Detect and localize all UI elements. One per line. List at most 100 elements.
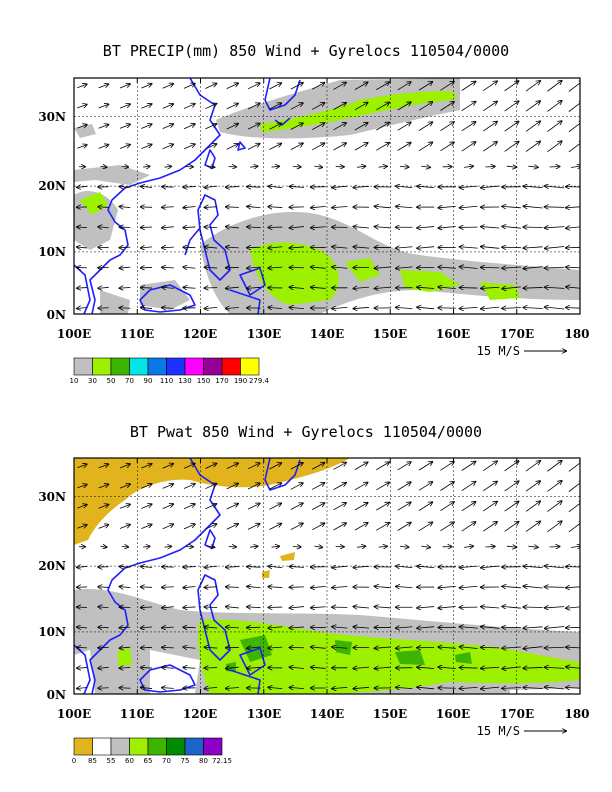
map2-wind-arrow <box>332 587 348 588</box>
map1-wind-arrow <box>460 267 478 269</box>
map2-wind-arrow <box>77 627 88 628</box>
map2-wind-arrow <box>226 567 239 568</box>
map1-wind-arrow <box>545 267 565 268</box>
map1-wind-arrow <box>290 83 303 90</box>
map2-wind-arrow <box>525 461 540 472</box>
map1-wind-arrow <box>290 143 303 151</box>
map2-wind-arrow <box>311 523 324 531</box>
map2-lon-label: 150E <box>373 707 407 721</box>
map2-lon-label: 180 <box>564 707 589 721</box>
map1-wind-arrow <box>141 247 153 248</box>
map2-wind-arrow <box>502 667 521 669</box>
map2-wind-vectors <box>77 461 580 689</box>
map1-lon-label: 180 <box>564 327 589 341</box>
map2-colorbar-label: 60 <box>125 757 134 765</box>
map1-wind-arrow <box>77 227 88 228</box>
map2-wind-arrow <box>183 504 195 510</box>
map1-colorbar-label: 30 <box>88 377 97 385</box>
map2-wind-arrow <box>504 481 519 492</box>
map2-wind-arrow <box>440 482 453 491</box>
map2-wind-arrow <box>247 607 261 608</box>
map1-wind-arrow <box>162 104 173 109</box>
map1-wind-arrow <box>119 124 130 129</box>
map1-wind-arrow <box>119 84 130 89</box>
map2-wind-arrow <box>547 501 561 512</box>
map2-wind-arrow <box>247 667 261 668</box>
map1-wind-arrow <box>482 122 497 132</box>
map1-wind-arrow <box>269 144 281 150</box>
map2-axis-ticks <box>73 458 581 694</box>
map2-wind-arrow <box>438 586 456 587</box>
map1-wind-arrow <box>162 84 173 89</box>
map1-wind-arrow <box>566 187 580 188</box>
map1-wind-arrow <box>120 187 131 188</box>
map2-wind-arrow <box>332 687 348 688</box>
map2-wind-arrow <box>143 546 149 547</box>
map2-wind-arrow <box>354 483 368 491</box>
map2-wind-arrow <box>421 546 430 547</box>
map1-wind-arrow <box>353 247 370 248</box>
map2-wind-arrow <box>141 504 151 509</box>
map2-colorbar-label: 55 <box>107 757 116 765</box>
map2-colorbar-swatch <box>147 737 167 756</box>
map1-lat-label: 10N <box>38 245 66 259</box>
map1-colorbar: 10 30 50 70 90 110 130 150 170 190 279.4 <box>70 357 270 385</box>
map1-title: BT PRECIP(mm) 850 Wind + Gyrelocs 110504… <box>102 42 510 60</box>
map1-wind-arrow <box>568 81 580 92</box>
map1-lon-label: 110E <box>120 327 154 341</box>
map2-wind-arrow <box>183 586 196 587</box>
map2-wind-arrow <box>504 461 519 472</box>
map2-wind-arrow <box>396 627 413 628</box>
map2-wind-arrow <box>183 647 196 648</box>
map1-wind-arrow <box>205 186 218 187</box>
map2-lat-label: 10N <box>38 625 66 639</box>
map2-wind-arrow <box>354 462 368 470</box>
map2-wind-arrow <box>311 463 324 470</box>
map1-wind-arrow <box>545 307 565 309</box>
map2-wind-arrow <box>311 483 324 490</box>
map1-wind-arrow <box>226 83 238 90</box>
map1-colorbar-label: 10 <box>70 377 79 385</box>
map1-wind-arrow <box>438 226 456 228</box>
map1-wind-arrow <box>226 104 238 110</box>
map2-wind-arrow <box>162 484 173 489</box>
map2-wind-arrow <box>399 546 409 547</box>
map2-colorbar-swatch <box>184 737 204 756</box>
map2-wind-arrow <box>290 667 304 668</box>
map2-wind-arrow <box>353 687 370 688</box>
map2-wind-arrow <box>205 524 216 530</box>
map1-wind-arrow <box>464 166 473 167</box>
map1-wind-arrow <box>290 123 303 130</box>
map2-wind-arrow <box>207 546 214 547</box>
map1-wind-arrow <box>440 82 453 91</box>
map1-colorbar-swatch <box>203 357 223 376</box>
map1-wind-arrow <box>290 247 304 248</box>
map2-wind-arrow <box>438 647 456 648</box>
map1-wind-arrow <box>504 101 519 112</box>
map2-wind-arrow <box>119 525 130 529</box>
map1-lon-label: 140E <box>310 327 344 341</box>
map1-wind-arrow <box>332 307 348 308</box>
map2-wind-arrow <box>290 483 303 490</box>
map2-wind-arrow <box>545 587 565 588</box>
map2-wind-arrow <box>396 647 413 648</box>
map2-wind-arrow <box>481 667 500 668</box>
map2-wind-arrow <box>141 464 151 469</box>
map1-wind-arrow <box>183 287 196 288</box>
map2-wind-arrow <box>333 463 346 470</box>
map1-wind-arrow <box>269 123 281 130</box>
map2-wind-arrow <box>502 647 521 648</box>
map2-wind-arrow <box>98 607 109 608</box>
map1-wind-arrow <box>566 226 580 228</box>
map1-wind-arrow <box>183 247 196 248</box>
map1-wind-arrow <box>461 122 476 132</box>
map2-wind-arrow <box>353 627 370 628</box>
map1-wind-arrow <box>545 287 565 288</box>
map2-wind-arrow <box>525 521 540 532</box>
map2-wind-arrow <box>183 484 195 489</box>
map2-wind-arrow <box>247 483 259 490</box>
map1-wind-arrow <box>183 104 195 109</box>
map2-wind-arrow <box>332 647 348 648</box>
map2-wind-arrow <box>396 687 413 688</box>
